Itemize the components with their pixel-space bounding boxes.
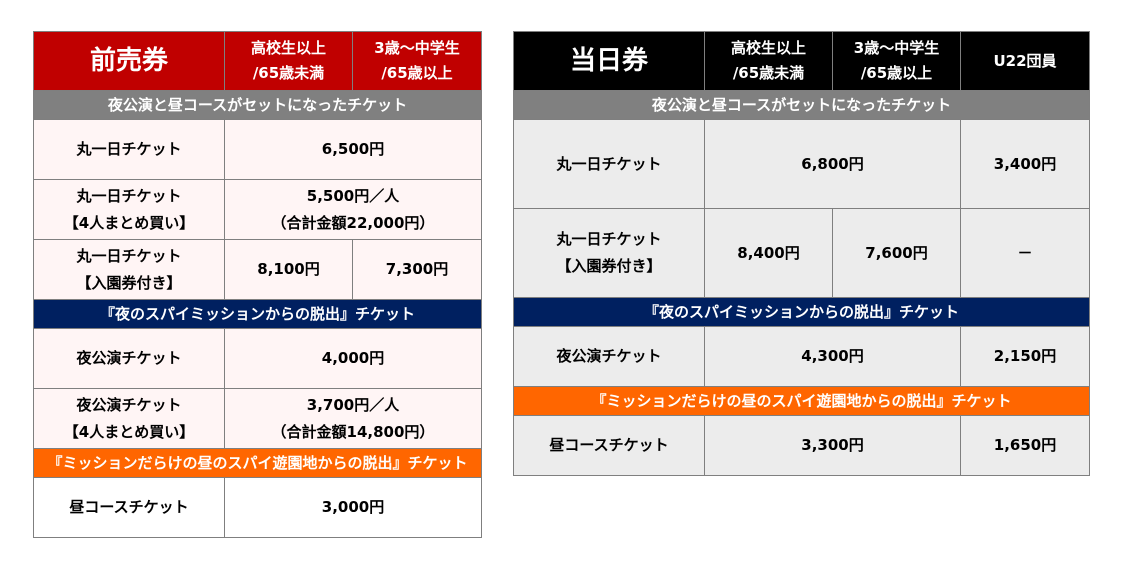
name-line2: 【4人まとめ買い】 [63, 422, 195, 441]
name-line1: 丸一日チケット [76, 186, 182, 205]
advance-section-day: 『ミッションだらけの昼のスパイ遊園地からの脱出』チケット [33, 448, 482, 478]
advance-night-price: 4,000円 [224, 328, 482, 389]
same-day-col-adult: 高校生以上 /65歳未満 [704, 31, 833, 91]
same-day-night-u22-price: 2,150円 [960, 326, 1090, 387]
name-line1: 丸一日チケット [76, 246, 182, 265]
same-day-ticket-table: 当日券 高校生以上 /65歳未満 3歳～中学生 /65歳以上 U22団員 夜公演… [513, 31, 1090, 476]
advance-col-child: 3歳～中学生 /65歳以上 [352, 31, 482, 91]
same-day-full-day-park-name: 丸一日チケット 【入園券付き】 [513, 208, 705, 298]
advance-section-night: 『夜のスパイミッションからの脱出』チケット [33, 299, 482, 329]
same-day-col-child-line2: /65歳以上 [860, 64, 933, 82]
advance-night-group-name: 夜公演チケット 【4人まとめ買い】 [33, 388, 225, 449]
advance-col-adult: 高校生以上 /65歳未満 [224, 31, 353, 91]
same-day-day-price: 3,300円 [704, 415, 961, 476]
name-line1: 夜公演チケット [76, 395, 182, 414]
price-line2: （合計金額14,800円） [271, 422, 435, 441]
same-day-section-day: 『ミッションだらけの昼のスパイ遊園地からの脱出』チケット [513, 386, 1090, 416]
advance-title: 前売券 [33, 31, 225, 91]
price-line1: 5,500円／人 [306, 186, 400, 205]
advance-night-name: 夜公演チケット [33, 328, 225, 389]
same-day-col-child: 3歳～中学生 /65歳以上 [832, 31, 961, 91]
price-line1: 3,700円／人 [306, 395, 400, 414]
advance-full-day-park-name: 丸一日チケット 【入園券付き】 [33, 239, 225, 300]
same-day-col-child-line1: 3歳～中学生 [853, 39, 940, 57]
same-day-col-u22: U22団員 [960, 31, 1090, 91]
same-day-day-u22-price: 1,650円 [960, 415, 1090, 476]
name-line2: 【入園券付き】 [556, 257, 662, 275]
advance-col-child-line2: /65歳以上 [381, 64, 453, 82]
advance-day-price: 3,000円 [224, 477, 482, 538]
advance-col-adult-line2: /65歳未満 [252, 64, 325, 82]
same-day-full-day-park-child-price: 7,600円 [832, 208, 961, 298]
price-line2: （合計金額22,000円） [271, 213, 435, 232]
same-day-full-day-price: 6,800円 [704, 119, 961, 209]
advance-ticket-table: 前売券 高校生以上 /65歳未満 3歳～中学生 /65歳以上 夜公演と昼コースが… [33, 31, 482, 538]
same-day-day-name: 昼コースチケット [513, 415, 705, 476]
advance-full-day-park-adult-price: 8,100円 [224, 239, 353, 300]
same-day-full-day-u22-price: 3,400円 [960, 119, 1090, 209]
advance-full-day-park-child-price: 7,300円 [352, 239, 482, 300]
advance-section-set: 夜公演と昼コースがセットになったチケット [33, 90, 482, 120]
same-day-section-set: 夜公演と昼コースがセットになったチケット [513, 90, 1090, 120]
advance-full-day-group-name: 丸一日チケット 【4人まとめ買い】 [33, 179, 225, 240]
same-day-full-day-park-u22-price: － [960, 208, 1090, 298]
name-line1: 丸一日チケット [556, 230, 662, 248]
same-day-night-price: 4,300円 [704, 326, 961, 387]
advance-col-child-line1: 3歳～中学生 [374, 39, 460, 57]
advance-full-day-group-price: 5,500円／人 （合計金額22,000円） [224, 179, 482, 240]
same-day-title: 当日券 [513, 31, 705, 91]
advance-full-day-name: 丸一日チケット [33, 119, 225, 180]
same-day-col-adult-line2: /65歳未満 [732, 64, 805, 82]
advance-night-group-price: 3,700円／人 （合計金額14,800円） [224, 388, 482, 449]
advance-col-adult-line1: 高校生以上 [250, 39, 326, 57]
name-line2: 【入園券付き】 [76, 273, 182, 292]
same-day-night-name: 夜公演チケット [513, 326, 705, 387]
advance-day-name: 昼コースチケット [33, 477, 225, 538]
same-day-full-day-name: 丸一日チケット [513, 119, 705, 209]
advance-full-day-price: 6,500円 [224, 119, 482, 180]
same-day-col-adult-line1: 高校生以上 [730, 39, 806, 57]
name-line2: 【4人まとめ買い】 [63, 213, 195, 232]
same-day-section-night: 『夜のスパイミッションからの脱出』チケット [513, 297, 1090, 327]
same-day-full-day-park-adult-price: 8,400円 [704, 208, 833, 298]
